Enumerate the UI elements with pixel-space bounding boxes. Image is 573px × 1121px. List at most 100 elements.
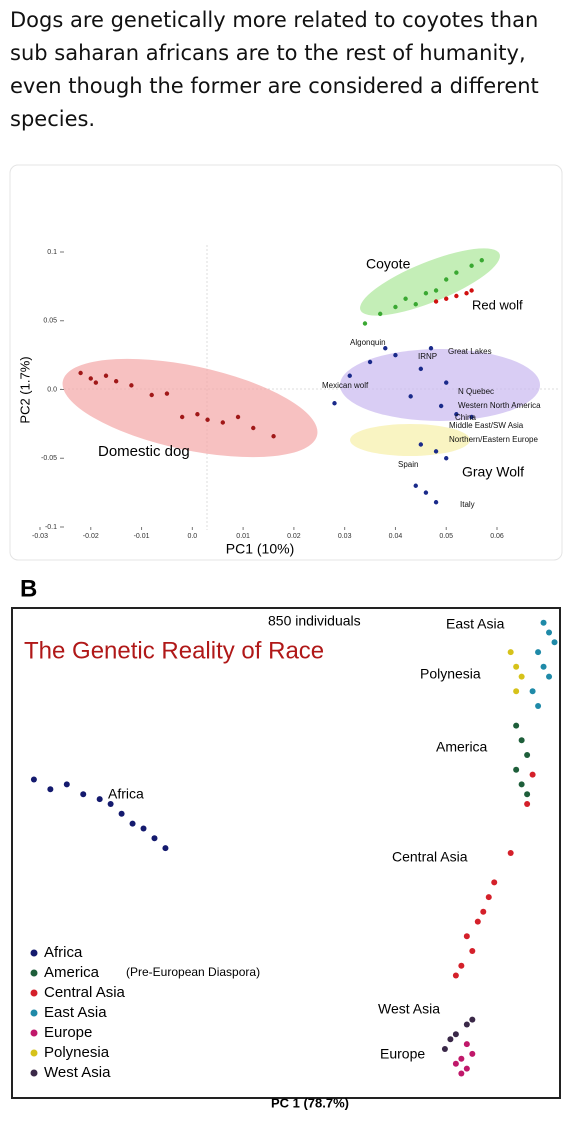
point <box>458 1055 465 1062</box>
point <box>463 933 470 940</box>
point <box>469 414 474 420</box>
x-tick-label: 0.03 <box>338 533 352 540</box>
point <box>463 1041 470 1048</box>
point <box>444 296 449 301</box>
legend-marker <box>30 969 38 977</box>
point <box>30 776 37 783</box>
point <box>464 291 469 296</box>
legend-marker <box>30 949 38 957</box>
point <box>179 414 185 420</box>
legend-label: Polynesia <box>44 1044 110 1061</box>
point <box>151 835 158 842</box>
point <box>452 972 459 979</box>
coyote-region <box>360 248 500 316</box>
point <box>444 380 449 385</box>
dog-region <box>62 358 318 458</box>
x-tick-label: 0.06 <box>490 533 504 540</box>
y-tick-label: 0.0 <box>47 386 57 393</box>
legend-label: Europe <box>44 1024 92 1041</box>
point <box>551 639 558 646</box>
point <box>433 449 439 454</box>
point <box>513 663 520 670</box>
legend-label: America <box>44 964 100 981</box>
y-tick-label: -0.05 <box>41 455 57 462</box>
point <box>103 373 109 378</box>
x-tick-label: 0.02 <box>287 533 301 540</box>
y-axis-label: PC2 (1.7%) <box>17 356 32 423</box>
panel-label: B <box>20 575 37 602</box>
point <box>140 825 147 832</box>
point <box>423 291 429 296</box>
point <box>332 401 337 406</box>
cluster-label: Polynesia <box>420 666 481 682</box>
point <box>529 771 536 778</box>
cluster-label: Africa <box>108 786 144 802</box>
point <box>418 366 424 372</box>
annotation: China <box>455 413 476 422</box>
point <box>452 1031 459 1038</box>
point <box>480 908 487 915</box>
point <box>149 392 154 398</box>
point <box>362 321 368 326</box>
point <box>78 370 83 376</box>
point <box>463 1065 470 1072</box>
point <box>540 663 547 670</box>
subtitle: 850 individuals <box>268 613 361 629</box>
cluster-label: America <box>436 739 488 755</box>
y-tick-label: 0.05 <box>43 318 57 325</box>
annotation: Algonquin <box>350 338 386 347</box>
point <box>447 1036 454 1043</box>
point <box>452 1060 459 1067</box>
x-tick-label: 0.01 <box>236 533 250 540</box>
point <box>469 288 474 293</box>
point <box>418 442 424 447</box>
point <box>524 752 531 758</box>
point <box>271 434 276 439</box>
point <box>433 288 439 293</box>
point <box>113 379 119 384</box>
x-tick-label: 0.05 <box>439 533 453 540</box>
y-tick-label: -0.1 <box>45 524 57 531</box>
point <box>546 673 553 680</box>
legend-marker <box>30 1029 38 1037</box>
point <box>469 1050 476 1057</box>
cluster-label: East Asia <box>446 616 505 632</box>
point <box>441 1046 448 1052</box>
annotation: Middle East/SW Asia <box>449 421 524 430</box>
post-text: Dogs are genetically more related to coy… <box>10 8 539 131</box>
annotation: Spain <box>398 460 418 469</box>
point <box>433 500 439 505</box>
point <box>413 483 418 488</box>
point <box>393 304 398 310</box>
point <box>88 376 93 381</box>
point <box>458 962 465 969</box>
point <box>347 373 352 378</box>
point <box>96 796 103 803</box>
point <box>507 649 514 656</box>
legend-label: East Asia <box>44 1004 107 1021</box>
series-label: Domestic dog <box>98 443 190 460</box>
point <box>251 425 256 431</box>
point <box>491 879 498 886</box>
wolf-region <box>350 424 470 456</box>
point <box>428 346 434 351</box>
point <box>220 420 225 425</box>
point <box>205 417 210 422</box>
x-tick-label: -0.01 <box>134 533 150 540</box>
point <box>469 263 474 268</box>
point <box>469 948 476 954</box>
point <box>518 781 525 788</box>
point <box>546 629 553 636</box>
legend-marker <box>30 989 38 997</box>
series-label: Red wolf <box>472 297 523 312</box>
point <box>107 801 114 807</box>
x-tick-label: -0.02 <box>83 533 99 540</box>
point <box>479 258 484 263</box>
point <box>454 270 459 275</box>
annotation: Mexican wolf <box>322 381 369 390</box>
point <box>408 394 413 399</box>
legend-marker <box>30 1069 38 1077</box>
x-axis-label: PC1 (10%) <box>226 541 294 557</box>
legend-label: West Asia <box>44 1064 111 1081</box>
point <box>507 850 514 856</box>
